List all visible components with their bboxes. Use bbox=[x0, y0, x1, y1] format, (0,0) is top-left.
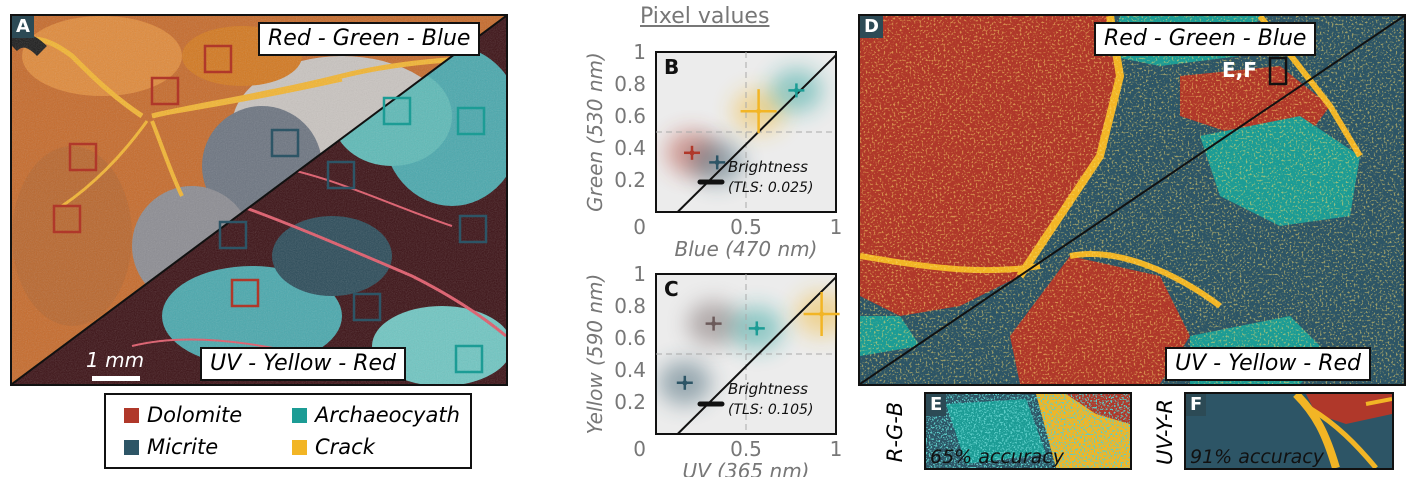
panel-f-image bbox=[1184, 392, 1394, 470]
y-tick-label: 0.8 bbox=[614, 294, 646, 318]
legend-swatch-archaeocyath bbox=[292, 407, 307, 423]
chart-c: 0.2 0.4 0.6 0.8 1 0 0.5 1 UV (365 nm) Yellow (590… bbox=[583, 262, 843, 477]
legend-label-micrite: Micrite bbox=[147, 435, 219, 459]
legend-item-dolomite: Dolomite bbox=[124, 403, 242, 427]
y-tick-label: 0.6 bbox=[614, 326, 646, 350]
y-tick-label: 0.2 bbox=[614, 168, 646, 192]
y-tick-label: 0.8 bbox=[614, 72, 646, 96]
panel-d-image bbox=[858, 14, 1406, 386]
point-archaeocyath bbox=[793, 87, 799, 93]
point-crack bbox=[756, 108, 762, 114]
brightness-label: Brightness bbox=[728, 380, 808, 398]
panel-e-image bbox=[924, 392, 1132, 470]
legend-swatch-dolomite bbox=[124, 407, 139, 423]
legend-swatch-crack bbox=[292, 439, 307, 455]
panel-a-letter: A bbox=[12, 16, 34, 38]
y-axis-label: Yellow (590 nm) bbox=[583, 274, 607, 435]
point-dolomite bbox=[711, 321, 717, 327]
legend-item-micrite: Micrite bbox=[124, 435, 218, 459]
y-tick-label: 0.4 bbox=[614, 136, 646, 160]
x-tick-label: 0 bbox=[633, 437, 646, 461]
y-tick-label: 0.2 bbox=[614, 390, 646, 414]
panel-e-side-label: R-G-B bbox=[880, 395, 910, 469]
x-axis-label: Blue (470 nm) bbox=[675, 237, 818, 261]
panel-e-map bbox=[926, 394, 1130, 468]
panel-e-side-text: R-G-B bbox=[883, 401, 907, 463]
legend-item-archaeocyath: Archaeocyath bbox=[292, 403, 460, 427]
identity-line bbox=[676, 54, 837, 213]
legend-label-dolomite: Dolomite bbox=[147, 403, 243, 427]
legend-swatch-micrite bbox=[124, 439, 139, 455]
panel-f-map bbox=[1186, 394, 1392, 468]
x-tick-label: 0 bbox=[633, 215, 646, 239]
identity-line bbox=[676, 276, 837, 435]
panel-e-letter: E bbox=[926, 394, 947, 416]
x-axis-label: UV (365 nm) bbox=[683, 459, 810, 477]
panel-a-photo bbox=[12, 16, 506, 384]
brightness-tls: (TLS: 0.025) bbox=[728, 180, 813, 196]
y-axis-label: Green (530 nm) bbox=[583, 52, 607, 212]
point-micrite bbox=[682, 380, 688, 386]
legend-label-archaeocyath: Archaeocyath bbox=[315, 403, 460, 427]
point-micrite bbox=[714, 159, 720, 165]
point-archaeocyath bbox=[754, 325, 760, 331]
x-tick-label: 0.5 bbox=[730, 437, 762, 461]
legend: Dolomite Archaeocyath Micrite Crack bbox=[104, 393, 472, 469]
panel-f-accuracy: 91% accuracy bbox=[1190, 446, 1324, 468]
scale-bar-label: 1 mm bbox=[86, 348, 145, 372]
point-crack bbox=[819, 311, 825, 317]
x-tick-label: 0.5 bbox=[730, 215, 762, 239]
point-dolomite bbox=[689, 150, 695, 156]
brightness-tls: (TLS: 0.105) bbox=[728, 402, 813, 418]
x-tick-label: 1 bbox=[830, 437, 843, 461]
panel-d-label-top: Red - Green - Blue bbox=[1094, 22, 1317, 56]
legend-label-crack: Crack bbox=[315, 435, 375, 459]
panel-f-side-text: UV-Y-R bbox=[1153, 398, 1177, 466]
panel-f-side-label: UV-Y-R bbox=[1150, 395, 1180, 469]
panel-d-inset-label: E,F bbox=[1222, 58, 1257, 82]
y-tick-label: 0.6 bbox=[614, 104, 646, 128]
y-tick-label: 0.4 bbox=[614, 358, 646, 382]
panel-letter-b: B bbox=[664, 55, 679, 79]
panel-letter-c: C bbox=[664, 277, 679, 301]
panel-d-label-bottom: UV - Yellow - Red bbox=[1165, 347, 1372, 381]
panel-a-label-bottom: UV - Yellow - Red bbox=[200, 347, 407, 381]
panel-d-map bbox=[860, 16, 1404, 384]
legend-item-crack: Crack bbox=[292, 435, 375, 459]
pixel-values-title: Pixel values bbox=[640, 4, 770, 29]
y-tick-label: 1 bbox=[633, 262, 646, 286]
panel-a-label-top: Red - Green - Blue bbox=[258, 22, 481, 56]
panel-e-accuracy: 65% accuracy bbox=[930, 446, 1064, 468]
panel-a-image bbox=[10, 14, 508, 386]
y-tick-label: 1 bbox=[633, 40, 646, 64]
panel-d-letter: D bbox=[860, 16, 883, 38]
panel-f-letter: F bbox=[1186, 394, 1207, 416]
chart-b: 0.2 0.4 0.6 0.8 1 0 0.5 1 Blue (470 nm) Green (53… bbox=[583, 40, 843, 261]
brightness-label: Brightness bbox=[728, 158, 808, 176]
x-tick-label: 1 bbox=[830, 215, 843, 239]
